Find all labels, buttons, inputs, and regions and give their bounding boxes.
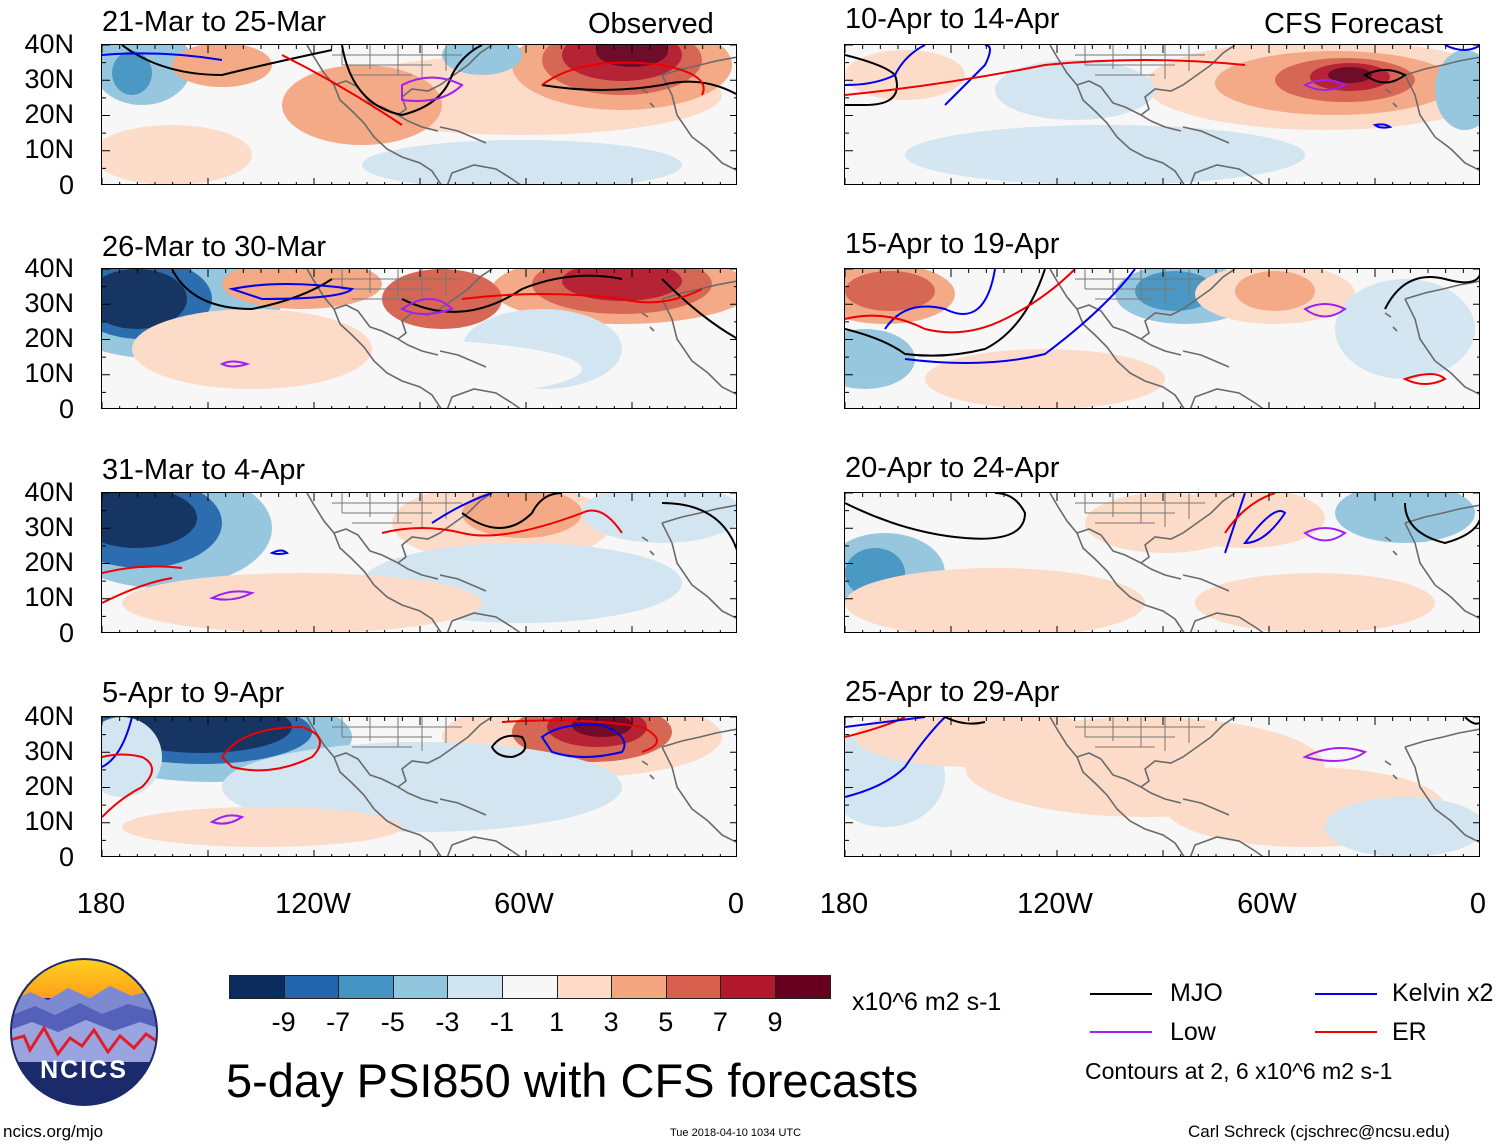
x-label-0-left: 0	[727, 888, 745, 920]
panel-title-6: 15-Apr to 19-Apr	[845, 228, 1060, 260]
legend-line-mjo	[1090, 993, 1152, 995]
legend-label-low: Low	[1170, 1018, 1216, 1046]
colorbar-tick-label: -5	[380, 1007, 405, 1037]
y-label-row2-30n: 30N	[24, 288, 74, 318]
colorbar-tick-label: -1	[489, 1007, 515, 1037]
y-label-row3-10n: 10N	[24, 582, 74, 612]
y-label-row3-40n: 40N	[24, 477, 74, 507]
y-label-row1-40n: 40N	[24, 29, 74, 59]
colorbar-swatch-1	[283, 975, 340, 999]
colorbar-tick-label: 7	[712, 1007, 728, 1037]
y-label-row2-10n: 10N	[24, 358, 74, 388]
colorbar-tick-label: 1	[549, 1007, 565, 1037]
panel-title-4: 5-Apr to 9-Apr	[102, 677, 285, 709]
colorbar-swatch-7	[611, 975, 667, 999]
colorbar-swatch-4	[447, 975, 503, 999]
map-panel-3	[101, 492, 737, 633]
panel-title-2: 26-Mar to 30-Mar	[102, 231, 327, 263]
legend-line-low	[1090, 1031, 1152, 1033]
map-panel-1	[101, 44, 737, 185]
footer-author: Carl Schreck (cjschrec@ncsu.edu)	[1188, 1122, 1450, 1141]
map-panel-5	[844, 44, 1480, 185]
footer-url[interactable]: ncics.org/mjo	[3, 1122, 104, 1141]
colorbar-tick-label: 3	[603, 1007, 619, 1037]
y-label-row3-30n: 30N	[24, 512, 74, 542]
y-label-row4-30n: 30N	[24, 736, 74, 766]
panel-corner-label-cfs: CFS Forecast	[1264, 8, 1443, 40]
y-label-row3-20n: 20N	[24, 547, 74, 577]
legend-line-kelvin	[1315, 993, 1377, 995]
colorbar-tick-label: -9	[271, 1007, 296, 1037]
y-label-row1-30n: 30N	[24, 64, 74, 94]
x-label-120w-right: 120W	[1017, 888, 1093, 920]
colorbar-swatch-5	[502, 975, 558, 999]
colorbar-swatch-10	[775, 975, 831, 999]
x-label-60w-right: 60W	[1237, 888, 1297, 920]
colorbar-swatch-0	[229, 975, 285, 999]
panel-title-1: 21-Mar to 25-Mar	[102, 6, 327, 38]
x-label-0-right: 0	[1469, 888, 1487, 920]
y-label-row1-0: 0	[58, 170, 74, 200]
x-label-180-right: 180	[819, 888, 869, 920]
y-label-row2-20n: 20N	[24, 323, 74, 353]
y-label-row4-40n: 40N	[24, 701, 74, 731]
map-panel-8	[844, 716, 1480, 857]
colorbar-swatch-9	[720, 975, 776, 999]
legend-line-er	[1315, 1031, 1377, 1033]
y-label-row4-20n: 20N	[24, 771, 74, 801]
panel-title-3: 31-Mar to 4-Apr	[102, 454, 306, 486]
legend-label-mjo: MJO	[1170, 979, 1223, 1007]
x-label-120w-left: 120W	[275, 888, 351, 920]
ncics-logo: NCICS	[10, 958, 158, 1106]
panel-title-5: 10-Apr to 14-Apr	[845, 3, 1060, 35]
map-panel-6	[844, 268, 1480, 409]
y-label-row2-40n: 40N	[24, 253, 74, 283]
x-label-180-left: 180	[76, 888, 126, 920]
legend-label-er: ER	[1392, 1018, 1427, 1046]
panel-corner-label-observed: Observed	[588, 8, 714, 40]
y-label-row1-20n: 20N	[24, 99, 74, 129]
map-panel-4	[101, 716, 737, 857]
colorbar-units: x10^6 m2 s-1	[852, 988, 1002, 1016]
colorbar-swatch-6	[556, 975, 613, 999]
panel-title-8: 25-Apr to 29-Apr	[845, 676, 1060, 708]
main-title: 5-day PSI850 with CFS forecasts	[226, 1054, 919, 1107]
y-label-row3-0: 0	[58, 618, 74, 648]
colorbar-swatch-3	[392, 975, 449, 999]
logo-text: NCICS	[40, 1056, 128, 1084]
footer-timestamp: Tue 2018-04-10 1034 UTC	[670, 1127, 802, 1139]
map-panel-2	[101, 268, 737, 409]
x-label-60w-left: 60W	[494, 888, 554, 920]
ncics-logo-graphic	[10, 958, 158, 1106]
y-label-row4-10n: 10N	[24, 806, 74, 836]
y-label-row1-10n: 10N	[24, 134, 74, 164]
colorbar-tick-label: 9	[767, 1007, 783, 1037]
colorbar-tick-label: 5	[658, 1007, 674, 1037]
y-label-row4-0: 0	[58, 842, 74, 872]
y-label-row2-0: 0	[58, 394, 74, 424]
colorbar-swatch-8	[665, 975, 722, 999]
colorbar-swatch-2	[338, 975, 394, 999]
legend-label-kelvin: Kelvin x2	[1392, 979, 1494, 1007]
map-panel-7	[844, 492, 1480, 633]
colorbar-tick-label: -3	[435, 1007, 460, 1037]
colorbar-tick-label: -7	[326, 1007, 351, 1037]
legend-contour-note: Contours at 2, 6 x10^6 m2 s-1	[1085, 1058, 1393, 1084]
panel-title-7: 20-Apr to 24-Apr	[845, 452, 1060, 484]
